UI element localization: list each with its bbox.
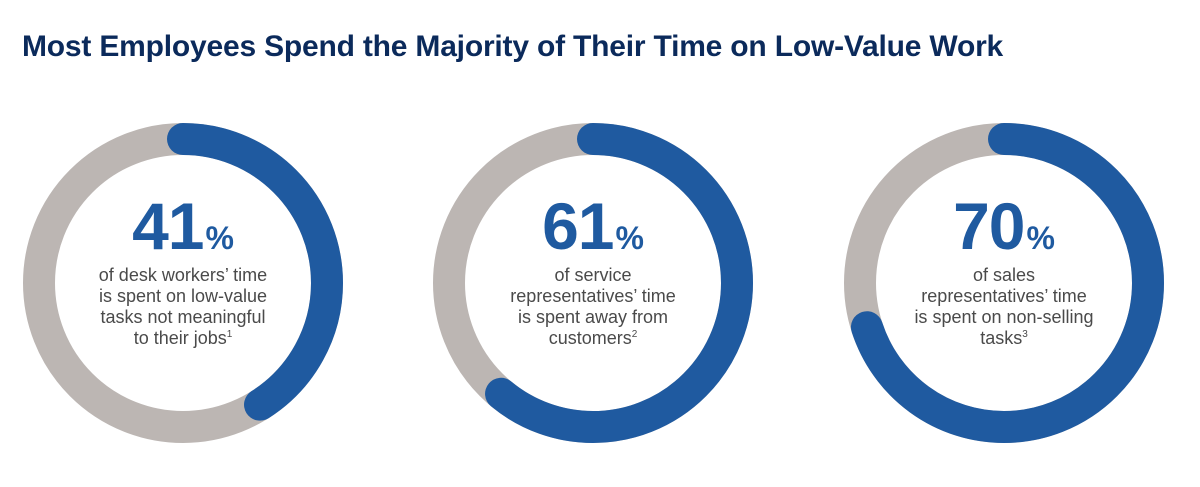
- stat-number: 70: [953, 189, 1025, 263]
- stat-description-text: of desk workers’ time is spent on low-va…: [98, 265, 268, 348]
- stat-description: of service representatives’ time is spen…: [503, 265, 683, 349]
- donut-chart-sales-reps: 70 % of sales representatives’ time is s…: [844, 123, 1164, 443]
- donut-ring-icon: [844, 123, 1164, 443]
- donut-chart-desk-workers: 41 % of desk workers’ time is spent on l…: [23, 123, 343, 443]
- footnote-marker: 3: [1022, 329, 1028, 340]
- stat-description-text: of sales representatives’ time is spent …: [914, 265, 1094, 348]
- footnote-marker: 1: [226, 329, 233, 340]
- stat-unit: %: [615, 220, 644, 256]
- stat-description-text: of service representatives’ time is spen…: [510, 265, 676, 348]
- donut-chart-service-reps: 61 % of service representatives’ time is…: [433, 123, 753, 443]
- stat-unit: %: [1026, 220, 1055, 256]
- stat-number: 61: [542, 189, 614, 263]
- stat-value: 61 %: [542, 193, 644, 259]
- donut-ring-icon: [433, 123, 753, 443]
- donut-ring-icon: [23, 123, 343, 443]
- stat-number: 41: [132, 189, 204, 263]
- stat-description: of sales representatives’ time is spent …: [914, 265, 1094, 349]
- stat-value: 70 %: [953, 193, 1055, 259]
- stat-unit: %: [205, 220, 234, 256]
- page-title: Most Employees Spend the Majority of The…: [22, 30, 1004, 63]
- stat-description: of desk workers’ time is spent on low-va…: [93, 265, 273, 349]
- stat-value: 41 %: [132, 193, 234, 259]
- footnote-marker: 2: [631, 329, 638, 340]
